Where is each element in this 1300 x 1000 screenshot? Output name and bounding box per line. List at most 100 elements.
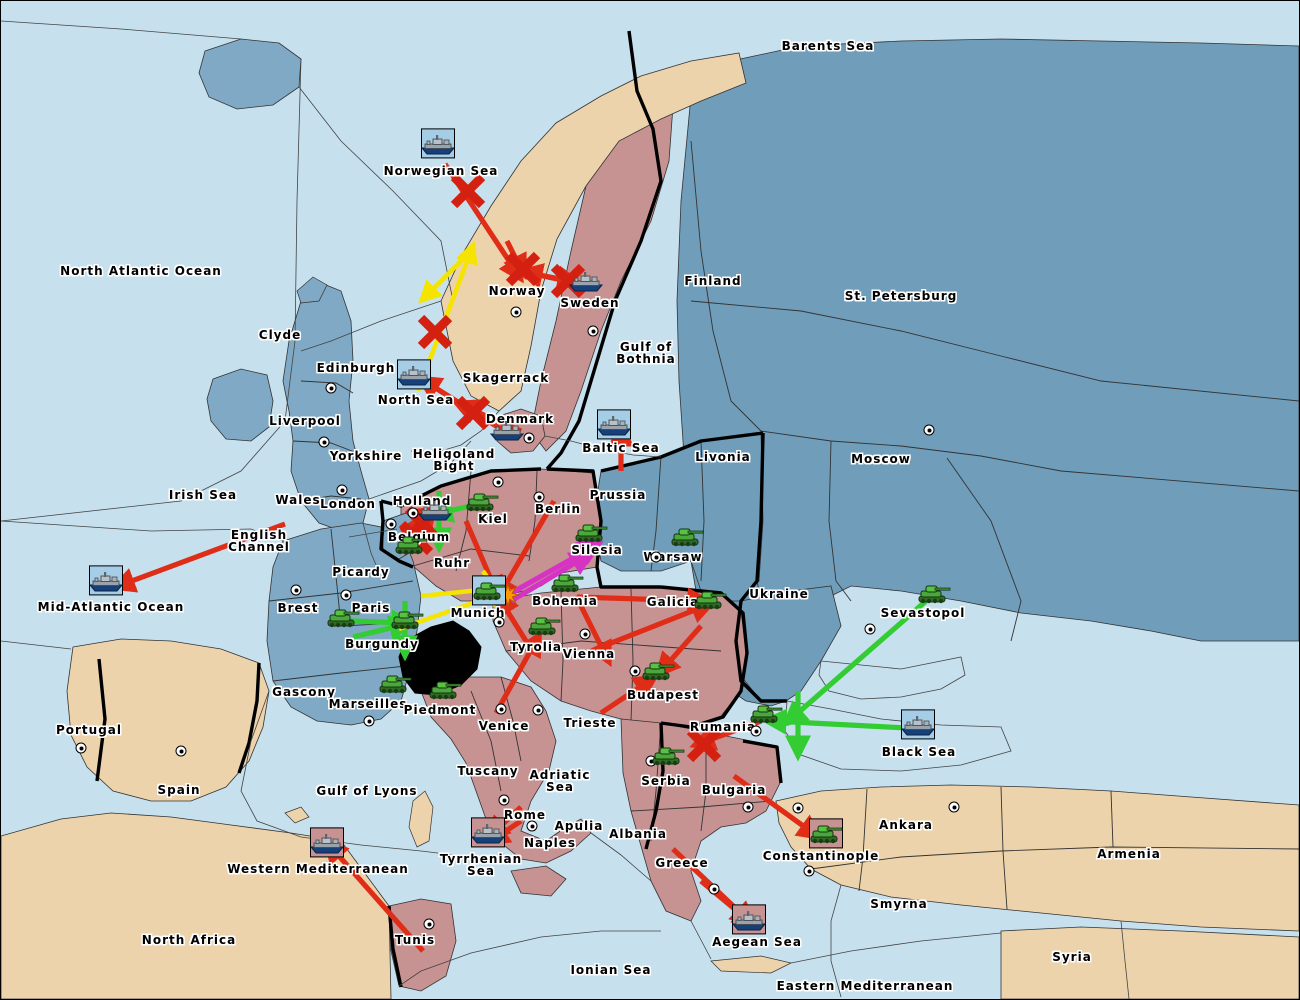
fleet-icon <box>568 271 604 297</box>
order-bohemia-southeast <box>573 594 612 668</box>
unit-army-kiel[interactable] <box>464 492 500 518</box>
unit-army-constantinople[interactable] <box>808 818 844 850</box>
unit-army-marseilles[interactable] <box>377 674 413 700</box>
order-english-channel-to-mid-atlantic <box>109 521 286 593</box>
fleet-icon <box>900 715 936 741</box>
unit-army-burgundy[interactable] <box>389 610 425 636</box>
sc-greece <box>708 883 720 895</box>
fleet-icon <box>596 415 632 441</box>
army-icon <box>465 492 499 518</box>
sc-paris <box>340 589 352 601</box>
army-icon <box>917 584 951 610</box>
unit-army-munich[interactable] <box>471 575 507 607</box>
unit-army-serbia[interactable] <box>650 746 686 772</box>
sc-london <box>336 484 348 496</box>
army-icon <box>641 661 675 687</box>
army-icon <box>809 824 843 850</box>
unit-fleet-western-mediterranean[interactable] <box>309 827 345 859</box>
order-trieste-to-budapest <box>599 674 660 716</box>
sc-tunis <box>423 918 435 930</box>
sc-holland <box>407 507 419 519</box>
unit-fleet-mid-atlantic[interactable] <box>88 565 124 597</box>
army-icon <box>670 527 704 553</box>
sc-norway <box>510 306 522 318</box>
bounce-denmark <box>455 395 491 431</box>
sc-ankara <box>948 801 960 813</box>
sc-munich <box>493 616 505 628</box>
bounce-rumania-serbia <box>686 727 722 763</box>
fleet-icon <box>396 365 432 391</box>
unit-army-budapest[interactable] <box>640 661 676 687</box>
army-icon <box>394 535 428 561</box>
sc-warsaw <box>650 551 662 563</box>
sea-boundaries <box>1 20 1130 999</box>
unit-fleet-black-sea[interactable] <box>900 709 936 741</box>
unit-fleet-sweden[interactable] <box>568 271 604 297</box>
unit-army-tyrolia[interactable] <box>526 616 562 642</box>
sc-edinburgh <box>325 382 337 394</box>
army-icon <box>472 581 506 607</box>
unit-army-silesia[interactable] <box>573 523 609 549</box>
unit-fleet-baltic-sea[interactable] <box>596 409 632 441</box>
order-bohemia-to-galicia <box>576 587 714 614</box>
unit-army-galicia[interactable] <box>692 590 728 616</box>
fleet-icon <box>489 420 525 446</box>
special-munich-to-silesia-2 <box>509 550 596 604</box>
sc-belgium <box>385 518 397 530</box>
unit-fleet-holland[interactable] <box>417 500 453 526</box>
region-neutral[interactable] <box>1 52 1299 999</box>
unit-fleet-denmark[interactable] <box>489 420 525 446</box>
unit-army-sevastopol[interactable] <box>916 584 952 610</box>
army-icon <box>326 608 360 634</box>
unit-army-bohemia[interactable] <box>549 573 585 599</box>
order-bulgaria-to-constantinople <box>732 773 824 841</box>
fleet-icon <box>731 910 767 936</box>
army-icon <box>550 573 584 599</box>
fleet-icon <box>88 571 124 597</box>
region-switzerland <box>398 620 482 696</box>
support-black-sea-to-rumania <box>760 708 908 735</box>
sc-brest <box>290 584 302 596</box>
bounce-norwegian-sea <box>450 173 486 209</box>
army-icon <box>527 616 561 642</box>
sc-rome <box>498 794 510 806</box>
unit-army-rumania[interactable] <box>748 704 784 730</box>
sc-budapest <box>629 665 641 677</box>
sc-trieste <box>532 704 544 716</box>
sc-portugal <box>75 742 87 754</box>
sc-spain <box>175 745 187 757</box>
unit-army-belgium[interactable] <box>393 535 429 561</box>
unit-fleet-aegean-sea[interactable] <box>731 904 767 936</box>
order-berlin-to-munich <box>494 499 557 604</box>
order-galicia-to-budapest <box>654 624 703 679</box>
sc-venice <box>495 703 507 715</box>
bounce-norway <box>505 251 541 287</box>
sc-liverpool <box>318 436 330 448</box>
order-vienna-to-galicia <box>595 598 717 652</box>
unit-army-piedmont[interactable] <box>427 680 463 706</box>
sc-rumania <box>750 725 762 737</box>
sc-vienna <box>579 628 591 640</box>
order-venice-to-tyrolia <box>493 630 543 715</box>
sc-berlin <box>533 491 545 503</box>
convoy-norway-branch <box>418 249 473 304</box>
unit-fleet-tyrrhenian-sea[interactable] <box>470 817 506 849</box>
sc-sevastopol <box>864 623 876 635</box>
fleet-icon <box>417 500 453 526</box>
unit-army-warsaw[interactable] <box>669 527 705 553</box>
region-iceland <box>198 38 302 110</box>
unit-army-paris[interactable] <box>325 608 361 634</box>
unit-fleet-norwegian-sea[interactable] <box>420 128 456 160</box>
fleet-icon <box>309 833 345 859</box>
sc-sweden <box>587 325 599 337</box>
army-icon <box>651 746 685 772</box>
army-icon <box>378 674 412 700</box>
sc-marseilles <box>363 715 375 727</box>
sc-constantinople <box>792 802 804 814</box>
sc-smyrna <box>803 865 815 877</box>
sc-moscow <box>923 424 935 436</box>
unit-fleet-north-sea[interactable] <box>396 359 432 391</box>
army-icon <box>428 680 462 706</box>
